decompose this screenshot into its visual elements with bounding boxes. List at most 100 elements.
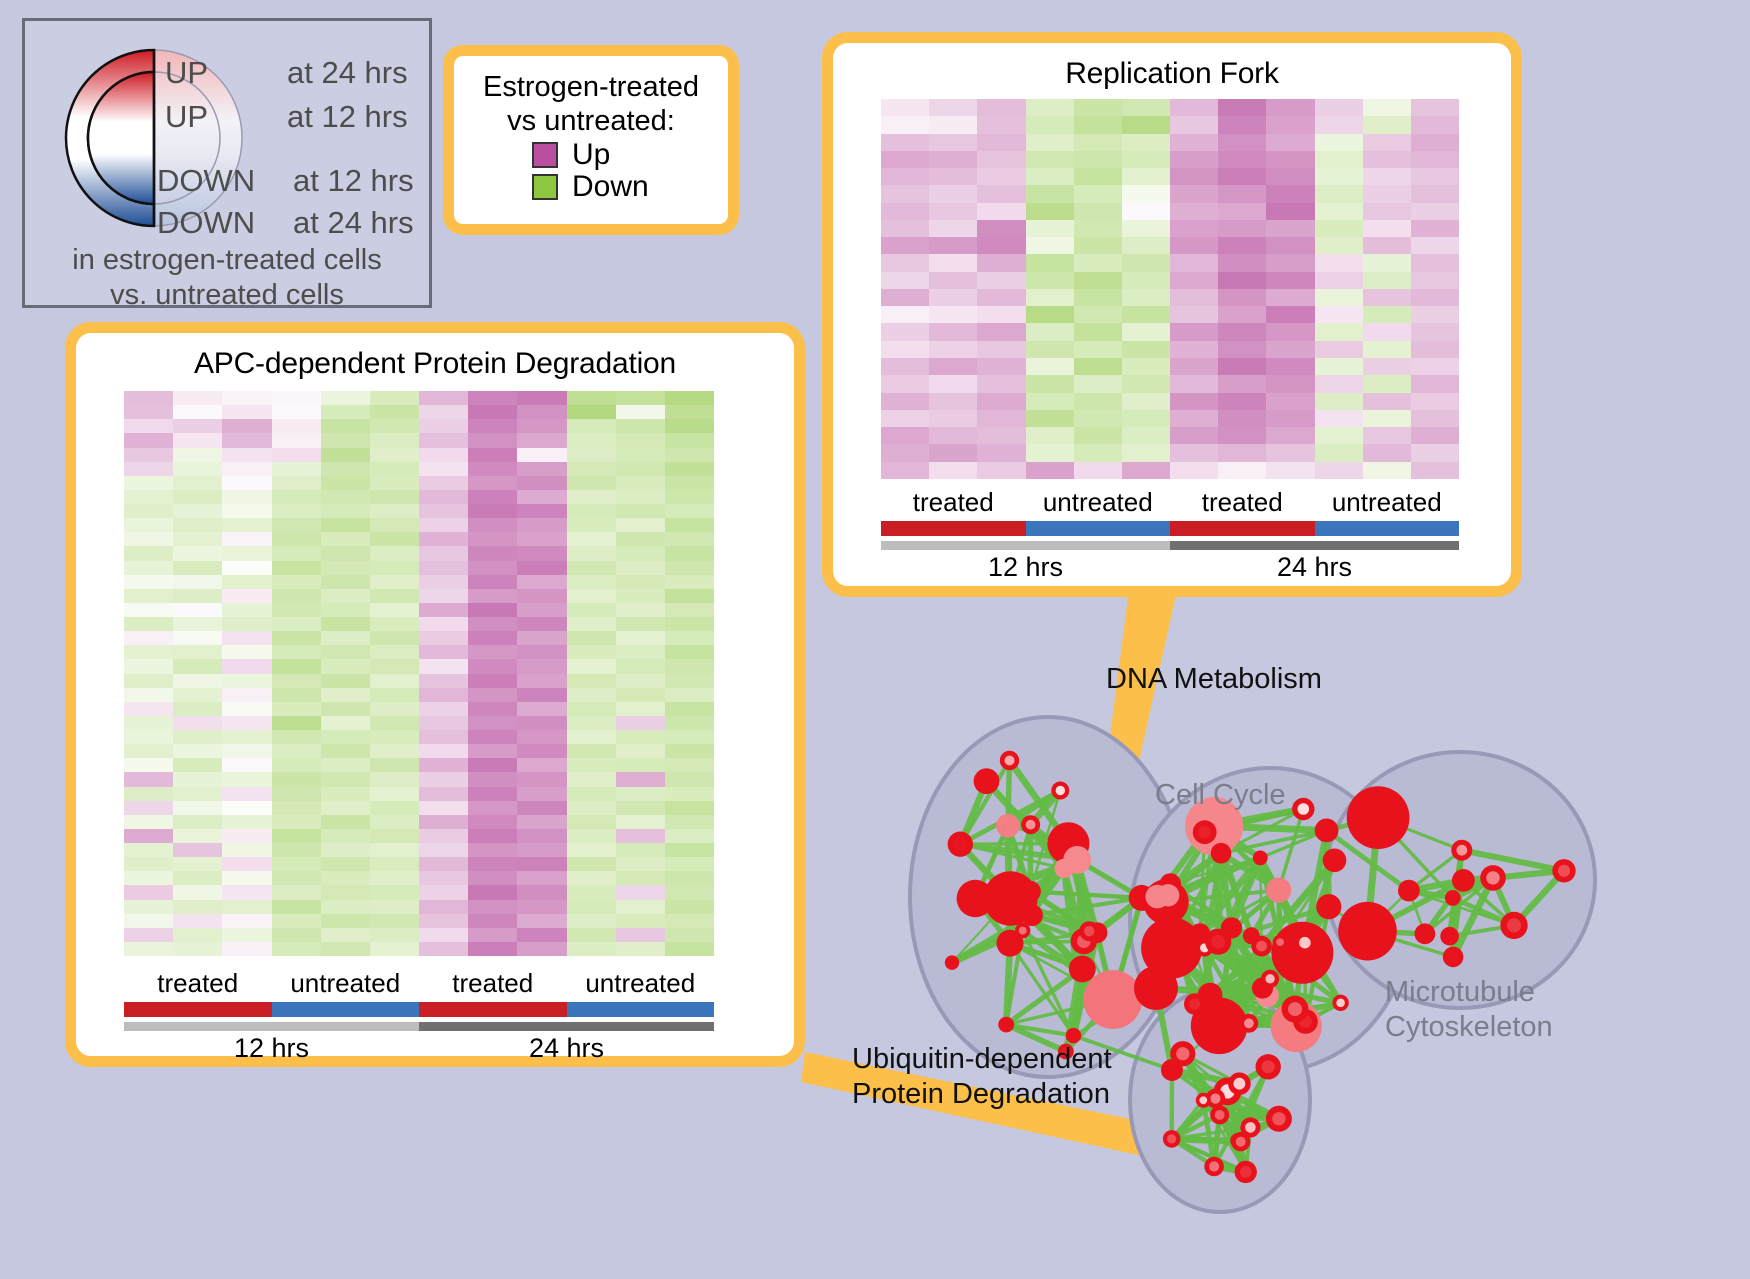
heatmap-cell [272,730,321,744]
heatmap-cell [616,405,665,419]
heatmap-cell [321,391,370,405]
heatmap-cell [124,716,173,730]
network-node-core [1234,1078,1246,1090]
heatmap-cell [173,843,222,857]
heatmap-cell [881,272,929,289]
heatmap-cell [517,758,566,772]
heatmap-cell [468,631,517,645]
heatmap-row [881,289,1459,306]
heatmap-cell [567,546,616,560]
heatmap-cell [1411,341,1459,358]
heatmap-cell [517,589,566,603]
heatmap-cell [881,151,929,168]
heatmap-cell [1266,151,1314,168]
heatmap-cell [124,405,173,419]
heatmap-cell [173,518,222,532]
legend-swatch-down [532,174,558,200]
heatmap-cell [1122,151,1170,168]
heatmap-cell [321,871,370,885]
heatmap-cell [616,815,665,829]
heatmap-row [881,462,1459,479]
heatmap-cell [1026,289,1074,306]
legend-title-line1: Estrogen-treated [454,70,728,104]
axis-treatment-segment [881,521,1026,536]
heatmap-cell [1315,168,1363,185]
heatmap-row [124,914,714,928]
heatmap-cell [468,716,517,730]
axis-group-label: untreated [567,968,715,1002]
heatmap-cell [616,561,665,575]
heatmap-cell [1266,134,1314,151]
heatmap-cell [567,674,616,688]
network-node [1021,905,1043,927]
heatmap-cell [1266,237,1314,254]
heatmap-cell [616,603,665,617]
heatmap-cell [124,871,173,885]
heatmap-cell [1074,168,1122,185]
heatmap-cell [419,645,468,659]
heatmap-cell [1218,220,1266,237]
heatmap-cell [1266,99,1314,116]
heatmap-cell [173,744,222,758]
heatmap-cell [1411,116,1459,133]
axis-time-segment [124,1022,419,1031]
heatmap-cell [665,900,714,914]
heatmap-cell [370,730,419,744]
heatmap-cell [881,220,929,237]
heatmap-cell [1170,358,1218,375]
network-node-core [1209,1161,1219,1171]
heatmap-cell [881,134,929,151]
heatmap-cell [468,744,517,758]
legend-title-line2: vs untreated: [454,104,728,138]
heatmap-cell [1266,185,1314,202]
heatmap-cell [1315,306,1363,323]
heatmap-cell [665,575,714,589]
heatmap-row [881,427,1459,444]
heatmap-cell [321,433,370,447]
heatmap-cell [419,546,468,560]
heatmap-cell [173,504,222,518]
heatmap-row [881,341,1459,358]
heatmap-cell [173,532,222,546]
heatmap-cell [929,444,977,461]
heatmap-cell [665,914,714,928]
heatmap-cell [1315,375,1363,392]
heatmap-cell [321,716,370,730]
heatmap-cell [468,829,517,843]
heatmap-cell [567,843,616,857]
heatmap-cell [1266,444,1314,461]
heatmap-cell [517,801,566,815]
heatmap-cell [977,237,1025,254]
heatmap-cell [468,518,517,532]
heatmap-cell [222,857,271,871]
heatmap-cell [567,829,616,843]
heatmap-cell [419,448,468,462]
heatmap-cell [468,405,517,419]
heatmap-cell [173,603,222,617]
heatmap-row [124,885,714,899]
heatmap-cell [977,427,1025,444]
heatmap-cell [881,462,929,479]
heatmap-cell [881,410,929,427]
heatmap-row [881,375,1459,392]
heatmap-cell [1218,393,1266,410]
heatmap-cell [419,462,468,476]
heatmap-cell [468,589,517,603]
axis-time-segment [419,1022,714,1031]
heatmap-cell [321,659,370,673]
heatmap-cell [567,433,616,447]
heatmap-cell [222,645,271,659]
heatmap-cell [517,603,566,617]
heatmap-cell [881,341,929,358]
heatmap-cell [272,843,321,857]
heatmap-cell [517,815,566,829]
heatmap-cell [272,476,321,490]
heatmap-cell [616,518,665,532]
heatmap-cell [665,391,714,405]
heatmap-cell [173,631,222,645]
heatmap-cell [272,391,321,405]
heatmap-cell [977,99,1025,116]
heatmap-cell [173,674,222,688]
heatmap-cell [272,448,321,462]
heatmap-cell [567,885,616,899]
